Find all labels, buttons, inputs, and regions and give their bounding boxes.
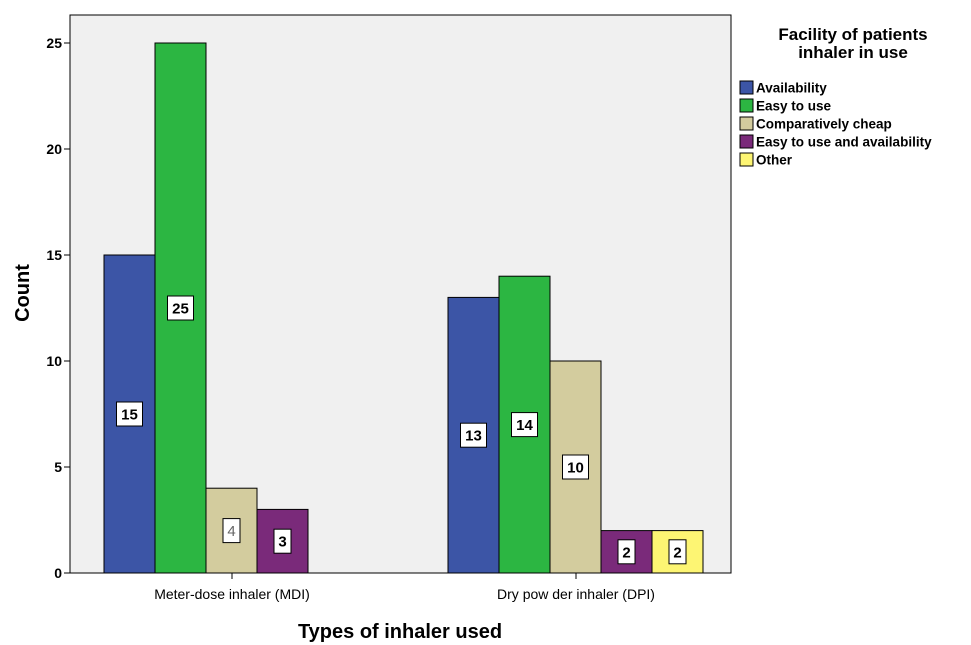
data-label-box — [460, 422, 487, 448]
legend-item: Other — [739, 152, 793, 168]
data-label-value: 4 — [227, 523, 235, 540]
y-tick-label: 25 — [46, 35, 62, 51]
data-label-box — [116, 401, 143, 427]
legend: Facility of patients inhaler in use Avai… — [739, 25, 932, 168]
data-label-box — [222, 518, 241, 544]
data-label-box — [167, 295, 194, 321]
data-label: 14 — [511, 412, 538, 438]
y-axis-title: Count — [12, 264, 34, 322]
y-tick-label: 5 — [54, 459, 62, 475]
legend-swatch — [739, 80, 754, 95]
y-axis: 0 5 10 15 20 25 — [46, 35, 70, 581]
data-label-box — [562, 454, 589, 480]
data-label: 10 — [562, 454, 589, 480]
legend-swatch — [739, 134, 754, 149]
legend-label: Other — [756, 153, 793, 168]
data-label: 25 — [167, 295, 194, 321]
legend-swatch — [739, 116, 754, 131]
data-label: 13 — [460, 422, 487, 448]
data-label: 2 — [617, 539, 636, 565]
data-label: 4 — [222, 518, 241, 544]
legend-item: Comparatively cheap — [739, 116, 892, 132]
x-tick-label: Meter-dose inhaler (MDI) — [154, 586, 310, 602]
data-label: 15 — [116, 401, 143, 427]
y-tick-label: 15 — [46, 247, 62, 263]
data-labels-layer: 15 25 4 3 13 14 10 2 2 — [116, 295, 687, 565]
legend-item: Easy to use and availability — [739, 134, 932, 150]
legend-item: Availability — [739, 80, 827, 96]
data-label-value: 15 — [121, 407, 138, 424]
data-label-value: 13 — [465, 428, 482, 445]
data-label-value: 14 — [516, 417, 533, 434]
data-label-value: 2 — [673, 544, 681, 561]
y-tick-label: 0 — [54, 565, 62, 581]
legend-label: Easy to use — [756, 99, 832, 114]
x-axis: Meter-dose inhaler (MDI) Dry pow der inha… — [154, 573, 655, 602]
legend-title-line-1: Facility of patients — [778, 25, 927, 44]
data-label: 2 — [668, 539, 687, 565]
x-tick-label: Dry pow der inhaler (DPI) — [497, 586, 655, 602]
legend-label: Comparatively cheap — [756, 117, 892, 132]
bar-comparatively-cheap-dpi — [549, 360, 602, 574]
x-axis-title: Types of inhaler used — [298, 621, 502, 643]
legend-title-line-2: inhaler in use — [798, 43, 908, 62]
legend-item: Easy to use — [739, 98, 832, 114]
legend-swatch — [739, 152, 754, 167]
data-label-value: 2 — [622, 544, 630, 561]
legend-swatch — [739, 98, 754, 113]
legend-items: Availability Easy to use Comparatively che… — [739, 80, 932, 168]
data-label-value: 25 — [172, 301, 189, 318]
legend-label: Easy to use and availability — [756, 135, 932, 150]
y-tick-label: 20 — [46, 141, 62, 157]
data-label-box — [273, 528, 292, 554]
data-label-box — [511, 412, 538, 438]
legend-label: Availability — [756, 81, 827, 96]
data-label-box — [668, 539, 687, 565]
y-tick-label: 10 — [46, 353, 62, 369]
data-label: 3 — [273, 528, 292, 554]
data-label-value: 3 — [278, 534, 286, 551]
data-label-value: 10 — [567, 460, 584, 477]
data-label-box — [617, 539, 636, 565]
